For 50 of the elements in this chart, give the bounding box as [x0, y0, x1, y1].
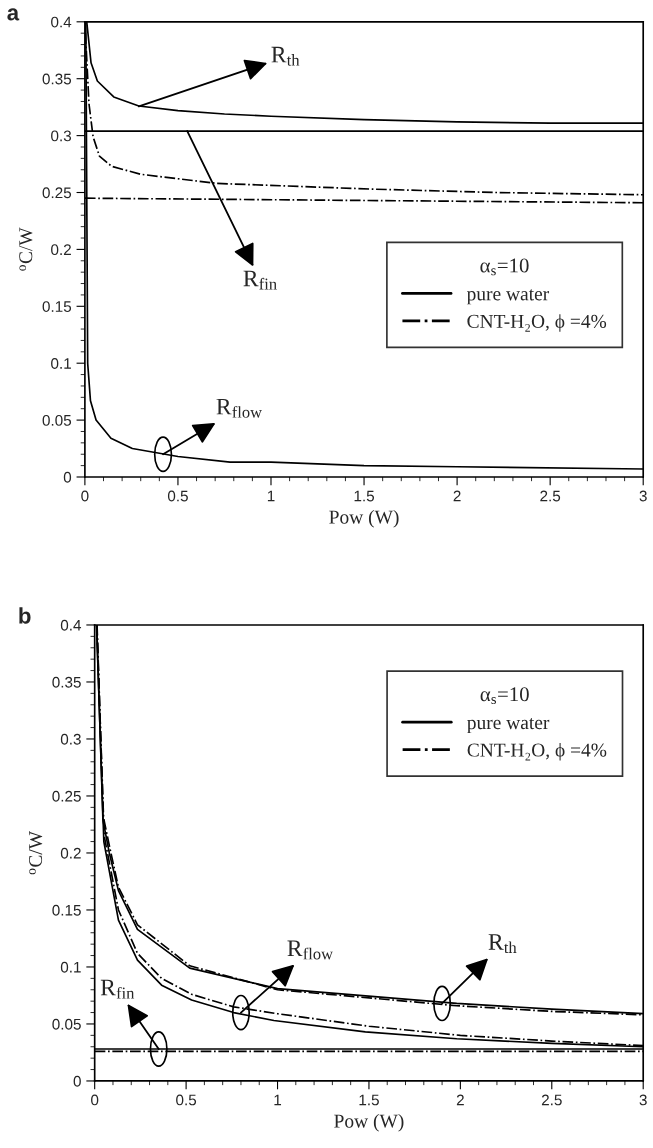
- y-tick-label: 0.35: [52, 676, 81, 688]
- annotation: R$_{th}$: [488, 934, 517, 954]
- y-tick-label: 0.4: [51, 16, 72, 28]
- annotation: R$_{flow}$: [287, 940, 333, 960]
- x-tick-label: 2.5: [541, 1094, 562, 1106]
- x-axis-title: Pow (W): [329, 509, 399, 528]
- y-tick-label: 0.2: [60, 847, 81, 859]
- x-axis-title: Pow (W): [334, 1113, 404, 1132]
- y-tick-label: 0.05: [42, 414, 72, 426]
- legend-label: pure water: [467, 718, 550, 734]
- y-tick-label: 0.35: [42, 73, 72, 85]
- legend-title: α$_{s}$=10: [480, 687, 529, 705]
- x-tick-label: 2: [456, 1094, 464, 1106]
- x-tick-label: 3: [639, 1094, 647, 1106]
- x-tick-label: 0.5: [167, 490, 188, 502]
- y-axis-title: $^{o}$C/W: [29, 830, 43, 875]
- x-tick-label: 1.5: [354, 490, 375, 502]
- x-tick-label: 0: [91, 1094, 99, 1106]
- x-tick-label: 0: [81, 490, 89, 502]
- chart-title: a: [7, 8, 20, 21]
- x-tick-label: 1: [267, 490, 275, 502]
- x-tick-label: 2: [453, 490, 461, 502]
- y-tick-label: 0.15: [42, 301, 72, 312]
- y-tick-label: 0.15: [52, 904, 81, 916]
- x-tick-label: 1.5: [359, 1094, 379, 1106]
- legend-label: CNT-H₂O, ϕ =4%: [467, 742, 607, 761]
- y-tick-label: 0.3: [51, 130, 72, 142]
- annotation: R$_{fin}$: [100, 979, 135, 999]
- y-tick-label: 0.3: [60, 733, 81, 745]
- y-tick-label: 0.4: [60, 619, 82, 631]
- y-axis-title: $^{o}$C/W: [19, 227, 33, 271]
- y-tick-label: 0.25: [42, 187, 72, 199]
- x-tick-label: 2.5: [540, 490, 561, 502]
- x-tick-label: 1: [274, 1094, 282, 1106]
- y-tick-label: 0.05: [52, 1018, 81, 1030]
- legend-label: pure water: [466, 289, 550, 305]
- annotation: R$_{flow}$: [216, 398, 262, 418]
- legend-title: α$_{s}$=10: [480, 258, 529, 276]
- annotation: R$_{fin}$: [243, 270, 277, 290]
- y-tick-label: 0.1: [51, 358, 71, 369]
- y-tick-label: 0: [63, 471, 72, 483]
- y-tick-label: 0.1: [60, 961, 81, 973]
- y-tick-label: 0: [73, 1075, 81, 1087]
- chart-title: b: [19, 607, 31, 624]
- y-tick-label: 0.2: [51, 244, 71, 256]
- x-tick-label: 0.5: [176, 1094, 197, 1106]
- annotation: R$_{th}$: [271, 46, 300, 66]
- y-tick-label: 0.25: [52, 790, 81, 802]
- x-tick-label: 3: [639, 490, 647, 502]
- legend-label: CNT-H₂O, ϕ =4%: [467, 314, 607, 332]
